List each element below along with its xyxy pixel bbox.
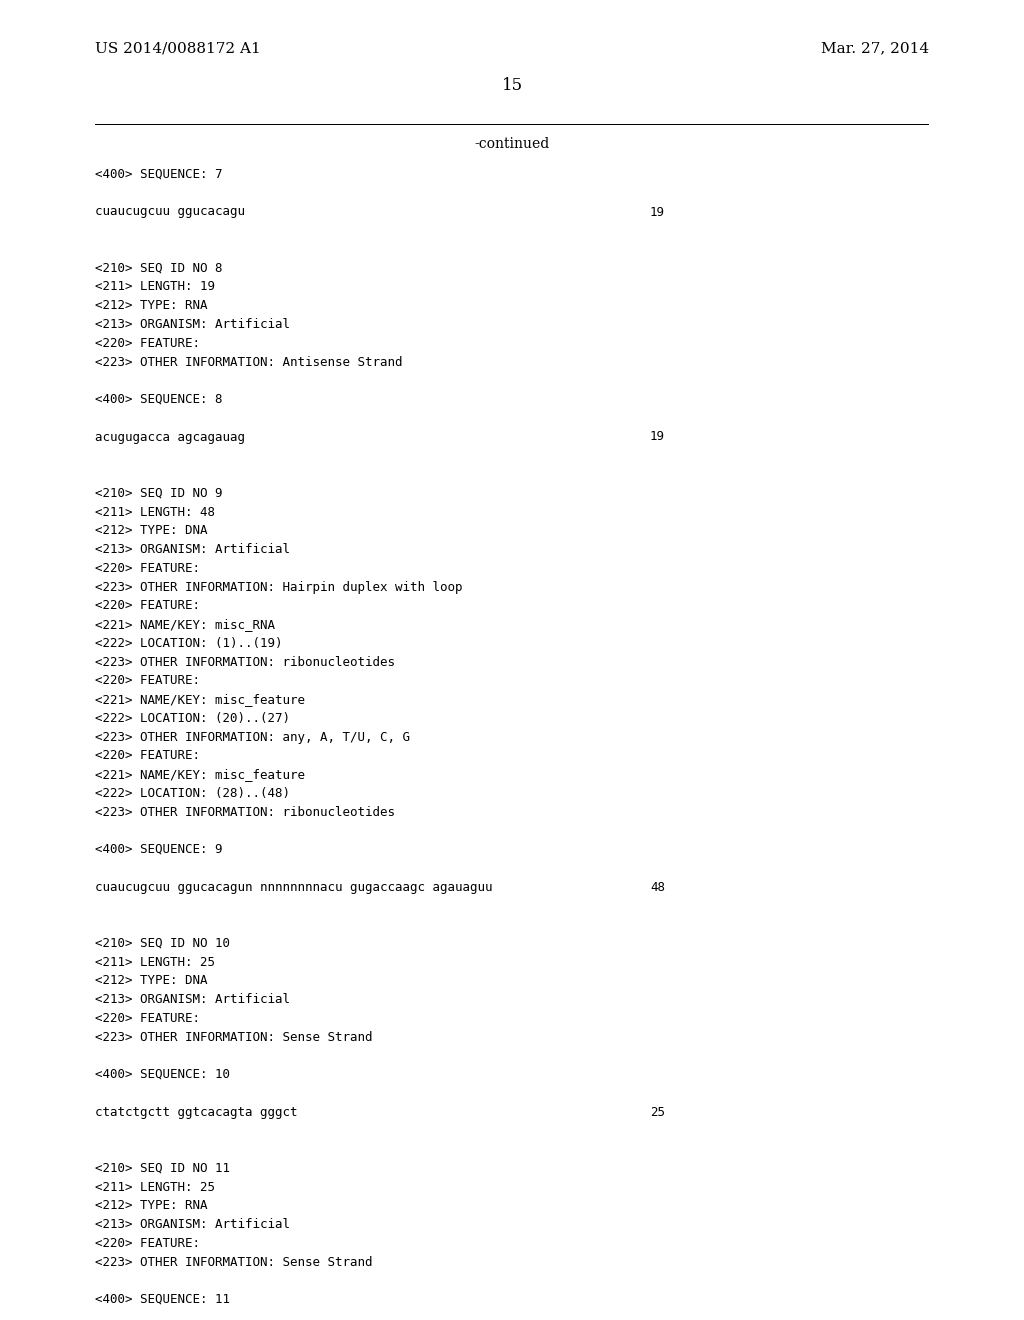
Text: <223> OTHER INFORMATION: Hairpin duplex with loop: <223> OTHER INFORMATION: Hairpin duplex … (95, 581, 463, 594)
Text: <212> TYPE: RNA: <212> TYPE: RNA (95, 300, 208, 313)
Text: 19: 19 (650, 430, 665, 444)
Text: <210> SEQ ID NO 8: <210> SEQ ID NO 8 (95, 261, 222, 275)
Text: 48: 48 (650, 880, 665, 894)
Text: <211> LENGTH: 19: <211> LENGTH: 19 (95, 281, 215, 293)
Text: <220> FEATURE:: <220> FEATURE: (95, 675, 200, 688)
Text: <223> OTHER INFORMATION: any, A, T/U, C, G: <223> OTHER INFORMATION: any, A, T/U, C,… (95, 730, 410, 743)
Text: <400> SEQUENCE: 9: <400> SEQUENCE: 9 (95, 843, 222, 855)
Text: <213> ORGANISM: Artificial: <213> ORGANISM: Artificial (95, 1218, 290, 1232)
Text: <400> SEQUENCE: 11: <400> SEQUENCE: 11 (95, 1294, 230, 1305)
Text: <400> SEQUENCE: 10: <400> SEQUENCE: 10 (95, 1068, 230, 1081)
Text: <211> LENGTH: 25: <211> LENGTH: 25 (95, 956, 215, 969)
Text: <223> OTHER INFORMATION: Antisense Strand: <223> OTHER INFORMATION: Antisense Stran… (95, 355, 402, 368)
Text: <222> LOCATION: (20)..(27): <222> LOCATION: (20)..(27) (95, 711, 290, 725)
Text: <210> SEQ ID NO 10: <210> SEQ ID NO 10 (95, 937, 230, 950)
Text: <223> OTHER INFORMATION: Sense Strand: <223> OTHER INFORMATION: Sense Strand (95, 1255, 373, 1269)
Text: <220> FEATURE:: <220> FEATURE: (95, 750, 200, 762)
Text: <220> FEATURE:: <220> FEATURE: (95, 1011, 200, 1024)
Text: 25: 25 (650, 1106, 665, 1118)
Text: -continued: -continued (474, 137, 550, 150)
Text: <210> SEQ ID NO 11: <210> SEQ ID NO 11 (95, 1162, 230, 1175)
Text: <220> FEATURE:: <220> FEATURE: (95, 562, 200, 574)
Text: <212> TYPE: DNA: <212> TYPE: DNA (95, 974, 208, 987)
Text: <211> LENGTH: 25: <211> LENGTH: 25 (95, 1180, 215, 1193)
Text: cuaucugcuu ggucacagun nnnnnnnnacu gugaccaagc agauaguu: cuaucugcuu ggucacagun nnnnnnnnacu gugacc… (95, 880, 493, 894)
Text: <213> ORGANISM: Artificial: <213> ORGANISM: Artificial (95, 543, 290, 556)
Text: <400> SEQUENCE: 7: <400> SEQUENCE: 7 (95, 168, 222, 181)
Text: <211> LENGTH: 48: <211> LENGTH: 48 (95, 506, 215, 519)
Text: <221> NAME/KEY: misc_RNA: <221> NAME/KEY: misc_RNA (95, 618, 275, 631)
Text: <213> ORGANISM: Artificial: <213> ORGANISM: Artificial (95, 993, 290, 1006)
Text: cuaucugcuu ggucacagu: cuaucugcuu ggucacagu (95, 206, 245, 219)
Text: <212> TYPE: DNA: <212> TYPE: DNA (95, 524, 208, 537)
Text: <221> NAME/KEY: misc_feature: <221> NAME/KEY: misc_feature (95, 768, 305, 781)
Text: Mar. 27, 2014: Mar. 27, 2014 (821, 41, 929, 55)
Text: <222> LOCATION: (28)..(48): <222> LOCATION: (28)..(48) (95, 787, 290, 800)
Text: <220> FEATURE:: <220> FEATURE: (95, 599, 200, 612)
Text: 19: 19 (650, 206, 665, 219)
Text: <220> FEATURE:: <220> FEATURE: (95, 337, 200, 350)
Text: <220> FEATURE:: <220> FEATURE: (95, 1237, 200, 1250)
Text: <210> SEQ ID NO 9: <210> SEQ ID NO 9 (95, 487, 222, 500)
Text: <221> NAME/KEY: misc_feature: <221> NAME/KEY: misc_feature (95, 693, 305, 706)
Text: <223> OTHER INFORMATION: ribonucleotides: <223> OTHER INFORMATION: ribonucleotides (95, 656, 395, 668)
Text: <223> OTHER INFORMATION: ribonucleotides: <223> OTHER INFORMATION: ribonucleotides (95, 805, 395, 818)
Text: <212> TYPE: RNA: <212> TYPE: RNA (95, 1200, 208, 1212)
Text: <222> LOCATION: (1)..(19): <222> LOCATION: (1)..(19) (95, 636, 283, 649)
Text: <400> SEQUENCE: 8: <400> SEQUENCE: 8 (95, 393, 222, 407)
Text: ctatctgctt ggtcacagta gggct: ctatctgctt ggtcacagta gggct (95, 1106, 298, 1118)
Text: <223> OTHER INFORMATION: Sense Strand: <223> OTHER INFORMATION: Sense Strand (95, 1031, 373, 1044)
Text: <213> ORGANISM: Artificial: <213> ORGANISM: Artificial (95, 318, 290, 331)
Text: US 2014/0088172 A1: US 2014/0088172 A1 (95, 41, 261, 55)
Text: 15: 15 (502, 77, 522, 94)
Text: acugugacca agcagauag: acugugacca agcagauag (95, 430, 245, 444)
